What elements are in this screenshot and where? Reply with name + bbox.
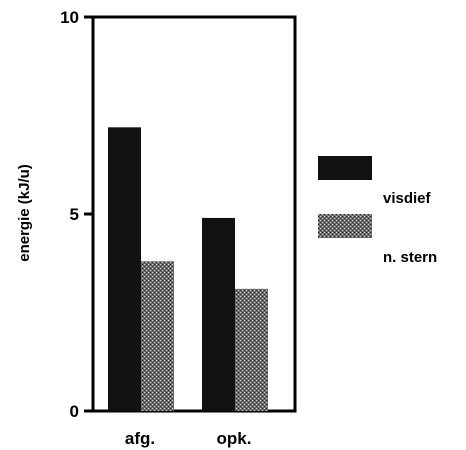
legend-label: visdief	[383, 190, 432, 207]
legend: visdief n. stern	[318, 156, 437, 266]
x-tick-label: opk.	[217, 429, 252, 448]
legend-label: n. stern	[383, 249, 437, 266]
legend-swatch	[318, 214, 372, 238]
bar-n-stern-1	[235, 288, 268, 411]
y-tick-label: 5	[70, 205, 79, 224]
y-axis-label: energie (kJ/u)	[16, 164, 33, 262]
y-tick-label: 10	[60, 8, 79, 27]
x-tick-label: afg.	[125, 429, 155, 448]
bar-visdief-0	[108, 127, 141, 411]
bar-visdief-1	[202, 217, 235, 411]
bar-n-stern-0	[141, 261, 174, 411]
y-tick-label: 0	[70, 402, 79, 421]
legend-swatch	[318, 156, 372, 180]
